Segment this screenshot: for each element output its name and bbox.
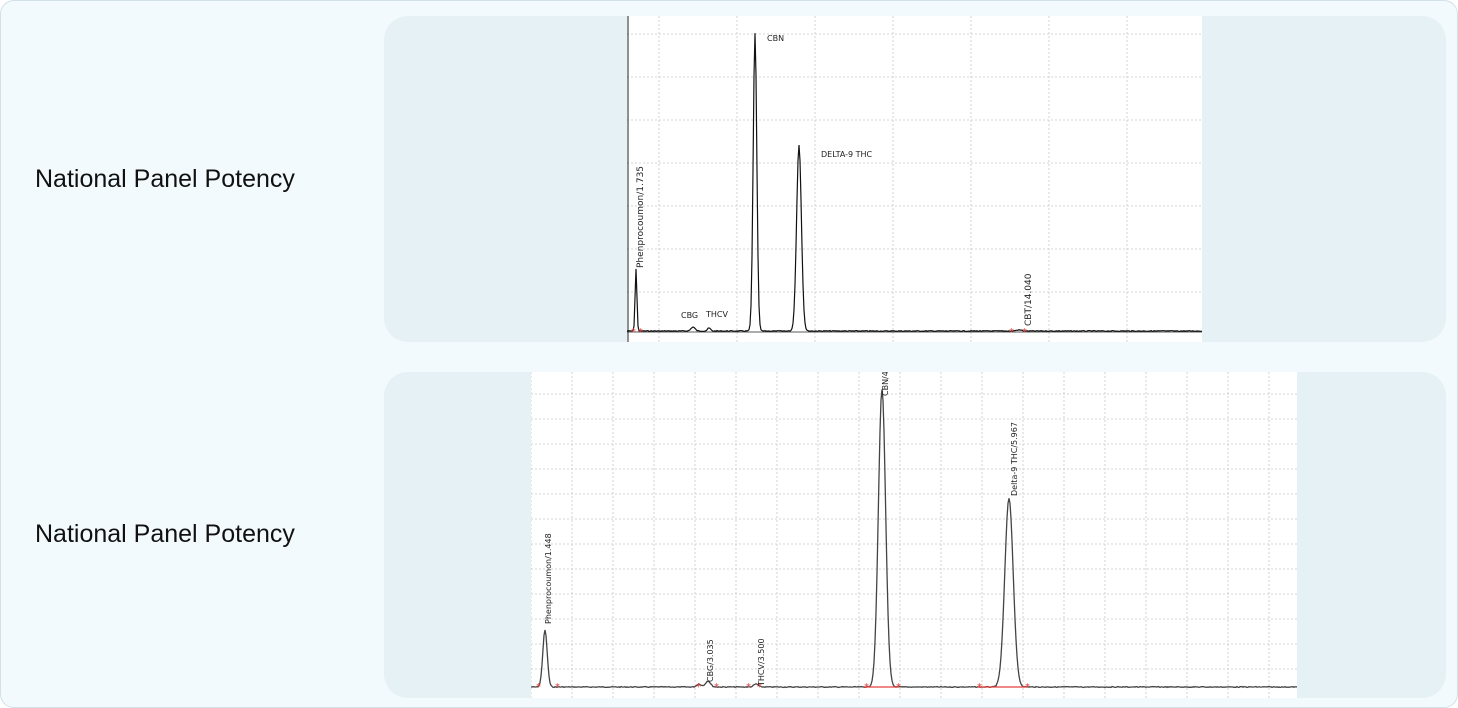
integration-marker: * xyxy=(555,682,560,693)
peak-label-cbg: CBG/3.035 xyxy=(706,639,715,682)
integration-marker: * xyxy=(757,682,762,693)
integration-marker: * xyxy=(714,682,719,693)
chromatogram-card-2: * * * * * * * * * * Phenprocoumon/1.448 CBG/3.035… xyxy=(384,372,1446,698)
integration-marker: * xyxy=(864,682,869,693)
integration-marker: * xyxy=(536,682,541,693)
chromatogram-2-svg: * * * * * * * * * * Phenprocoumon/1.448 CBG/3.035… xyxy=(531,372,1297,698)
integration-marker: * xyxy=(696,682,701,693)
peak-label-phenprocoumon: Phenprocoumon/1.735 xyxy=(636,166,646,268)
chromatogram-1: * * * * Phenprocoumon/1.735 CBG THCV CBN DE… xyxy=(627,16,1202,342)
chromatogram-card-1: * * * * Phenprocoumon/1.735 CBG THCV CBN DE… xyxy=(384,16,1446,342)
peak-label-thcv: THCV/3.500 xyxy=(757,638,766,687)
chromatogram-1-svg: * * * * Phenprocoumon/1.735 CBG THCV CBN DE… xyxy=(627,16,1202,342)
integration-marker: * xyxy=(1022,327,1027,338)
integration-marker: * xyxy=(977,682,982,693)
chromatogram-2: * * * * * * * * * * Phenprocoumon/1.448 CBG/3.035… xyxy=(531,372,1297,698)
integration-marker: * xyxy=(638,327,643,338)
integration-marker: * xyxy=(1025,682,1030,693)
integration-marker: * xyxy=(896,682,901,693)
row-label-2: National Panel Potency xyxy=(35,520,295,548)
chromatogram-2-trace xyxy=(531,389,1297,689)
peak-label-thcv: THCV xyxy=(705,310,728,319)
peak-label-delta9-thc: DELTA-9 THC xyxy=(821,150,873,159)
row-label-1: National Panel Potency xyxy=(35,165,295,193)
integration-marker: * xyxy=(746,682,751,693)
peak-label-cbt: CBT/14.040 xyxy=(1024,273,1034,326)
peak-label-phenprocoumon: Phenprocoumon/1.448 xyxy=(544,533,553,624)
peak-label-cbn: CBN/4. xyxy=(881,372,890,396)
integration-marker: * xyxy=(1009,327,1014,338)
peak-label-cbn: CBN xyxy=(767,34,784,43)
peak-label-cbg: CBG xyxy=(681,311,698,320)
integration-marker: * xyxy=(631,327,636,338)
peak-label-delta9-thc: Delta-9 THC/5.967 xyxy=(1010,422,1019,496)
chromatogram-1-trace xyxy=(627,33,1202,333)
